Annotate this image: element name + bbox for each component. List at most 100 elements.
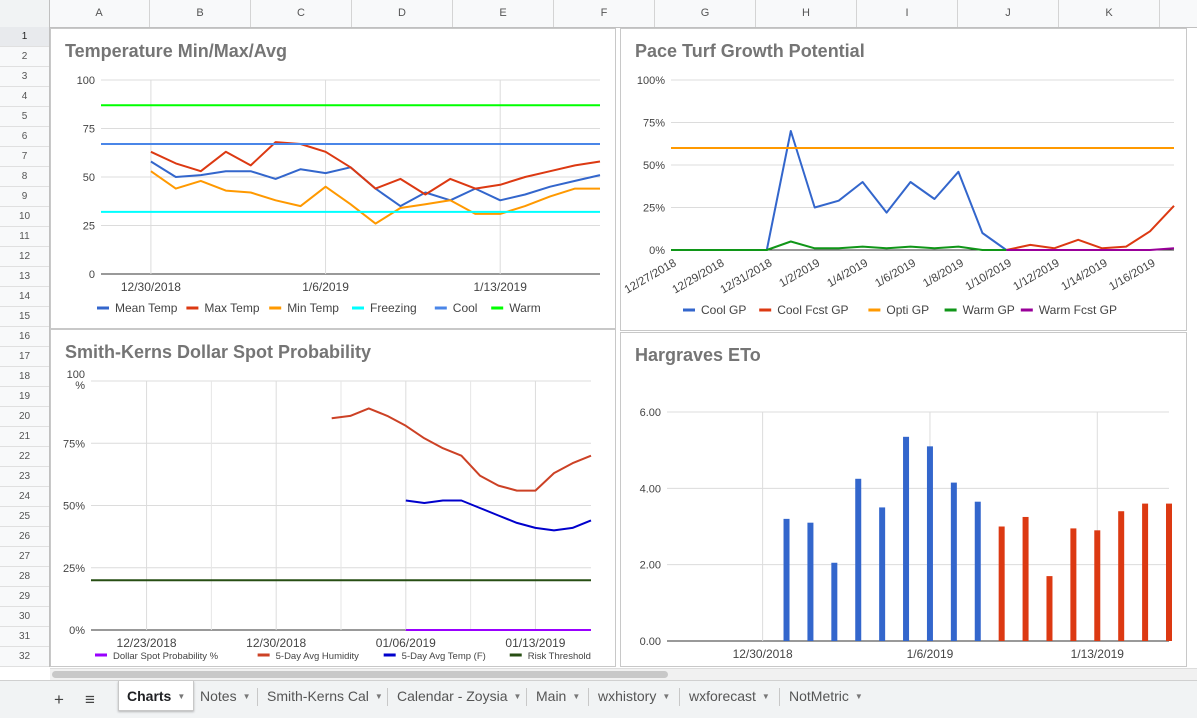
column-header-h[interactable]: H	[756, 0, 857, 27]
row-header-5[interactable]: 5	[0, 107, 49, 127]
row-header-4[interactable]: 4	[0, 87, 49, 107]
row-header-23[interactable]: 23	[0, 467, 49, 487]
series-line-min-temp[interactable]	[150, 170, 600, 225]
sheet-tab-main[interactable]: Main ▼	[528, 681, 588, 711]
series-line-warm-fcst-gp[interactable]	[1006, 247, 1175, 251]
sheet-tab-notmetric[interactable]: NotMetric ▼	[781, 681, 871, 711]
row-header-25[interactable]: 25	[0, 507, 49, 527]
series-line-mean-temp[interactable]	[150, 160, 601, 208]
row-header-18[interactable]: 18	[0, 367, 49, 387]
series-line-warm-gp[interactable]	[671, 240, 1007, 251]
select-all-corner[interactable]	[0, 0, 50, 27]
list-icon[interactable]: ≡	[85, 690, 95, 709]
bar-et-mm-[interactable]	[831, 562, 838, 641]
legend-label[interactable]: Cool GP	[701, 303, 746, 317]
series-line-5-day-avg-humidity[interactable]	[331, 407, 592, 492]
sheet-tab-calendar-zoysia[interactable]: Calendar - Zoysia ▼	[389, 681, 529, 711]
legend-label[interactable]: Freezing	[370, 301, 417, 315]
bar-forecast-et-mm-[interactable]	[1070, 528, 1077, 641]
row-header-30[interactable]: 30	[0, 607, 49, 627]
legend-label[interactable]: Warm GP	[963, 303, 1015, 317]
legend-label[interactable]: 5-Day Avg Temp (F)	[402, 651, 486, 662]
legend-label[interactable]: Warm	[509, 301, 541, 315]
bar-forecast-et-mm-[interactable]	[1142, 503, 1149, 641]
row-header-17[interactable]: 17	[0, 347, 49, 367]
row-header-16[interactable]: 16	[0, 327, 49, 347]
row-header-28[interactable]: 28	[0, 567, 49, 587]
row-header-14[interactable]: 14	[0, 287, 49, 307]
column-header-c[interactable]: C	[251, 0, 352, 27]
sheet-tab-wxhistory[interactable]: wxhistory ▼	[590, 681, 678, 711]
bar-forecast-et-mm-[interactable]	[1094, 530, 1101, 641]
row-header-7[interactable]: 7	[0, 147, 49, 167]
legend-label[interactable]: Cool Fcst GP	[777, 303, 848, 317]
chevron-down-icon[interactable]: ▼	[761, 692, 770, 702]
row-header-15[interactable]: 15	[0, 307, 49, 327]
plus-icon[interactable]: +	[54, 690, 64, 709]
bar-forecast-et-mm-[interactable]	[998, 526, 1005, 642]
bar-et-mm-[interactable]	[926, 446, 933, 641]
horizontal-scrollbar[interactable]	[50, 668, 1197, 681]
bar-et-mm-[interactable]	[855, 478, 862, 641]
row-header-13[interactable]: 13	[0, 267, 49, 287]
chart-temperature[interactable]: Temperature Min/Max/Avg 0 25 50 75 100 12/30/…	[50, 28, 616, 329]
row-header-6[interactable]: 6	[0, 127, 49, 147]
bar-et-mm-[interactable]	[903, 436, 910, 641]
column-header-f[interactable]: F	[554, 0, 655, 27]
bar-forecast-et-mm-[interactable]	[1118, 511, 1125, 641]
row-header-3[interactable]: 3	[0, 67, 49, 87]
bar-forecast-et-mm-[interactable]	[1166, 503, 1172, 641]
column-header-b[interactable]: B	[150, 0, 251, 27]
legend-label[interactable]: Opti GP	[886, 303, 929, 317]
row-header-10[interactable]: 10	[0, 207, 49, 227]
row-header-1[interactable]: 1	[0, 27, 49, 47]
legend-label[interactable]: Warm Fcst GP	[1039, 303, 1117, 317]
sheet-tab-charts[interactable]: Charts ▼	[118, 681, 195, 711]
chevron-down-icon[interactable]: ▼	[513, 692, 522, 702]
legend-label[interactable]: Min Temp	[287, 301, 339, 315]
legend-label[interactable]: Risk Threshold	[528, 651, 591, 662]
sheet-tab-smith-kerns-cal[interactable]: Smith-Kerns Cal ▼	[259, 681, 391, 711]
row-header-24[interactable]: 24	[0, 487, 49, 507]
column-header-g[interactable]: G	[655, 0, 756, 27]
row-header-26[interactable]: 26	[0, 527, 49, 547]
column-header-e[interactable]: E	[453, 0, 554, 27]
row-header-32[interactable]: 32	[0, 647, 49, 667]
chevron-down-icon[interactable]: ▼	[374, 692, 383, 702]
bar-et-mm-[interactable]	[950, 482, 957, 641]
row-header-12[interactable]: 12	[0, 247, 49, 267]
series-line-5-day-avg-temp-f-[interactable]	[405, 499, 592, 532]
sheet-grid[interactable]: Temperature Min/Max/Avg 0 25 50 75 100 12/30/…	[50, 28, 1197, 667]
chart-dollar-spot[interactable]: Smith-Kerns Dollar Spot Probability 0% 25…	[50, 329, 616, 667]
chevron-down-icon[interactable]: ▼	[572, 692, 581, 702]
row-header-20[interactable]: 20	[0, 407, 49, 427]
column-header-j[interactable]: J	[958, 0, 1059, 27]
column-header-i[interactable]: I	[857, 0, 958, 27]
series-line-cool-fcst-gp[interactable]	[1006, 205, 1175, 251]
row-header-21[interactable]: 21	[0, 427, 49, 447]
column-header-d[interactable]: D	[352, 0, 453, 27]
chart-turf-growth[interactable]: Pace Turf Growth Potential 0% 25% 50% 75% 10…	[620, 28, 1187, 331]
legend-label[interactable]: Dollar Spot Probability %	[113, 651, 219, 662]
row-header-29[interactable]: 29	[0, 587, 49, 607]
legend-label[interactable]: Mean Temp	[115, 301, 178, 315]
row-header-8[interactable]: 8	[0, 167, 49, 187]
legend-label[interactable]: Max Temp	[204, 301, 259, 315]
bar-et-mm-[interactable]	[807, 522, 814, 641]
chevron-down-icon[interactable]: ▼	[177, 692, 186, 702]
row-header-31[interactable]: 31	[0, 627, 49, 647]
row-header-27[interactable]: 27	[0, 547, 49, 567]
row-header-19[interactable]: 19	[0, 387, 49, 407]
chevron-down-icon[interactable]: ▼	[854, 692, 863, 702]
chevron-down-icon[interactable]: ▼	[242, 692, 251, 702]
series-line-max-temp[interactable]	[150, 141, 601, 196]
scrollbar-thumb[interactable]	[52, 671, 668, 678]
bar-et-mm-[interactable]	[974, 501, 981, 641]
bar-et-mm-[interactable]	[783, 518, 790, 641]
bar-et-mm-[interactable]	[879, 507, 886, 641]
sheet-tab-notes[interactable]: Notes ▼	[192, 681, 259, 711]
chevron-down-icon[interactable]: ▼	[662, 692, 671, 702]
column-header-a[interactable]: A	[49, 0, 150, 27]
row-header-2[interactable]: 2	[0, 47, 49, 67]
bar-forecast-et-mm-[interactable]	[1022, 516, 1029, 641]
